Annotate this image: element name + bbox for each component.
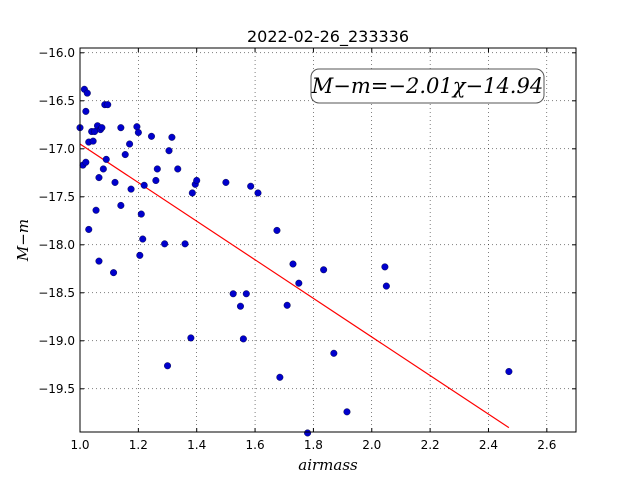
x-tick-label: 1.2 [129, 438, 148, 452]
data-point [83, 89, 91, 97]
data-point [381, 263, 389, 271]
data-point [111, 178, 119, 186]
data-point [95, 257, 103, 265]
y-tick-label: −17.0 [38, 142, 75, 156]
fit-line [79, 143, 510, 429]
data-point [133, 123, 141, 131]
axis-ticks [79, 48, 576, 432]
tick-labels: 1.0 1.2 1.4 1.6 1.8 2.0 2.2 2.4 2.6 −16.0 −16.5 −17… [38, 46, 556, 452]
data-point [126, 140, 134, 148]
y-axis-label: M−m [14, 219, 32, 262]
y-tick-label: −17.5 [38, 190, 75, 204]
data-point [283, 301, 291, 309]
data-point [127, 185, 135, 193]
data-point [276, 373, 284, 381]
data-point [222, 178, 230, 186]
data-point [330, 349, 338, 357]
x-tick-label: 2.2 [421, 438, 440, 452]
data-point [161, 240, 169, 248]
data-point [117, 124, 125, 132]
data-point [295, 279, 303, 287]
data-point [188, 189, 196, 197]
data-point [99, 165, 107, 173]
data-point [85, 225, 93, 233]
data-point [304, 429, 312, 437]
data-point [242, 290, 250, 298]
plot-frame [79, 47, 577, 433]
x-tick-label: 1.0 [70, 438, 89, 452]
data-point [102, 155, 110, 163]
data-point [247, 182, 255, 190]
data-point [134, 128, 142, 136]
data-point [137, 210, 145, 218]
data-point [229, 290, 237, 298]
x-tick-label: 2.4 [479, 438, 498, 452]
fit-line-layer [79, 143, 510, 429]
data-point [92, 206, 100, 214]
data-point [153, 165, 161, 173]
data-point [152, 176, 160, 184]
y-tick-label: −18.5 [38, 286, 75, 300]
chart-title: 2022-02-26_233336 [247, 27, 409, 47]
data-point [174, 165, 182, 173]
data-point [91, 128, 99, 136]
y-tick-label: −19.0 [38, 334, 75, 348]
y-tick-label: −16.0 [38, 46, 75, 60]
x-axis-label: airmass [298, 456, 358, 474]
data-point [95, 174, 103, 182]
data-point [289, 260, 297, 268]
data-point [98, 124, 106, 132]
data-point [273, 226, 281, 234]
x-tick-label: 1.6 [246, 438, 265, 452]
data-point [193, 176, 201, 184]
data-point [117, 201, 125, 209]
data-point [82, 107, 90, 115]
y-tick-label: −18.0 [38, 238, 75, 252]
data-point [165, 147, 173, 155]
fit-equation-frame [310, 68, 545, 104]
data-point [147, 132, 155, 140]
data-point [181, 240, 189, 248]
x-tick-label: 1.4 [187, 438, 206, 452]
data-point [382, 282, 390, 290]
data-point [110, 269, 118, 277]
data-point [254, 189, 262, 197]
data-point [140, 181, 148, 189]
data-point [136, 251, 144, 259]
data-point [236, 302, 244, 310]
data-point [139, 235, 147, 243]
data-point [168, 133, 176, 141]
data-point [343, 408, 351, 416]
fit-equation: M−m=−2.01χ−14.94 [311, 74, 543, 98]
x-tick-label: 1.8 [304, 438, 323, 452]
data-point [164, 362, 172, 370]
y-tick-label: −16.5 [38, 94, 75, 108]
data-point [89, 137, 97, 145]
data-point [239, 335, 247, 343]
data-point [187, 334, 195, 342]
y-tick-label: −19.5 [38, 382, 75, 396]
data-point [104, 101, 112, 109]
data-point [82, 158, 90, 166]
data-point [505, 368, 513, 376]
data-points [76, 85, 513, 437]
x-tick-label: 2.6 [537, 438, 556, 452]
fit-equation-box: M−m=−2.01χ−14.94 [310, 68, 545, 104]
x-tick-label: 2.0 [362, 438, 381, 452]
data-point [320, 266, 328, 274]
data-point [121, 151, 129, 159]
